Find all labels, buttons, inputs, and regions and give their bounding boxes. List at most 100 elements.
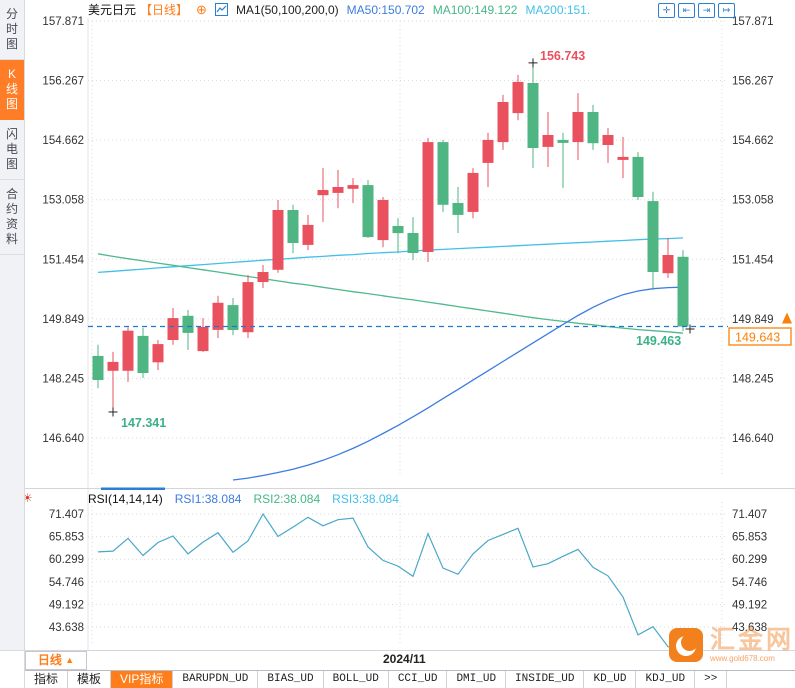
candle-body [527, 83, 539, 148]
axis-scale-left-icon[interactable]: ⇤ [678, 3, 695, 18]
price-axis-label-left: 154.662 [42, 135, 84, 147]
tab-cci-ud[interactable]: CCI_UD [389, 671, 448, 688]
tab-kdj-ud[interactable]: KDJ_UD [636, 671, 696, 688]
tab-dmi-ud[interactable]: DMI_UD [447, 671, 507, 688]
candle-body [287, 210, 299, 243]
rsi-axis-label-right: 60.299 [732, 554, 767, 566]
candle-body [152, 344, 164, 363]
indicator-tabbar: 指标 模板 VIP指标 BARUPDN_UD BIAS_UD BOLL_UD C… [25, 670, 795, 688]
tab-bias-ud[interactable]: BIAS_UD [258, 671, 324, 688]
price-arrow-icon [782, 312, 792, 324]
candle-body [377, 200, 389, 241]
sidebar-item-timeshare-chart[interactable]: 分时图 [0, 0, 24, 60]
candle-body [182, 315, 194, 333]
candle-body [482, 139, 494, 163]
rsi2-value-label: RSI2:38.084 [253, 492, 321, 506]
site-logo: 汇金网 www.gold678.com [668, 627, 794, 663]
rsi-settings-label: RSI(14,14,14) [88, 492, 163, 506]
tab-inside-ud[interactable]: INSIDE_UD [506, 671, 585, 688]
candle-body [347, 185, 359, 189]
move-chart-icon[interactable]: ✛ [658, 3, 675, 18]
current-price-tag [728, 327, 792, 346]
ma50-value-label: MA50:150.702 [346, 2, 425, 17]
symbol-title: 美元日元 [88, 3, 137, 17]
tab-boll-ud[interactable]: BOLL_UD [324, 671, 389, 688]
sidebar-item-contract-info[interactable]: 合约资料 [0, 180, 24, 255]
candle-body [602, 135, 614, 145]
tab-more[interactable]: >> [695, 671, 728, 688]
x-axis-date-label: 2024/11 [383, 652, 426, 666]
candle-body [272, 210, 284, 270]
candle-body [497, 102, 509, 143]
candle-body [107, 361, 119, 371]
price-axis-label-left: 156.267 [42, 76, 84, 88]
rsi-axis-label-left: 43.638 [49, 622, 84, 634]
price-axis-label-right: 148.245 [732, 373, 774, 385]
tab-kd-ud[interactable]: KD_UD [584, 671, 637, 688]
candle-body [257, 272, 269, 282]
candle-body [242, 282, 254, 333]
sidebar-item-kline-chart[interactable]: K线图 [0, 60, 24, 120]
candle-body [452, 203, 464, 215]
rsi1-value-label: RSI1:38.084 [174, 492, 242, 506]
expand-icon[interactable]: ⊕ [196, 2, 207, 17]
price-axis-label-right: 146.640 [732, 433, 774, 445]
price-axis-label-right: 156.267 [732, 76, 774, 88]
price-axis-label-left: 151.454 [42, 254, 84, 266]
candle-body [677, 256, 689, 327]
candle-body [332, 187, 344, 193]
price-axis-label-right: 149.849 [732, 314, 774, 326]
rsi-axis-label-right: 49.192 [732, 599, 767, 611]
candle-body [587, 112, 599, 144]
tab-indicators[interactable]: 指标 [25, 671, 69, 688]
ma200-value-label: MA200:151. [525, 2, 591, 17]
candle-body [632, 156, 644, 197]
price-axis-label-right: 154.662 [732, 135, 774, 147]
price-axis-label-left: 146.640 [42, 433, 84, 445]
ma100-value-label: MA100:149.122 [432, 2, 518, 17]
logo-icon [669, 628, 703, 662]
tab-vip-indicators[interactable]: VIP指标 [111, 671, 174, 688]
candle-body [137, 335, 149, 373]
candle-body [197, 327, 209, 352]
candle-body [362, 185, 374, 238]
ma100-end-annotation: 149.463 [636, 334, 681, 348]
sidebar-item-lightning-chart[interactable]: 闪电图 [0, 120, 24, 180]
rsi-axis-label-right: 43.638 [732, 622, 767, 634]
kline-indicator-icon[interactable] [214, 3, 228, 16]
rsi-axis-label-left: 65.853 [49, 532, 84, 544]
panel-resize-handle[interactable] [101, 487, 165, 491]
candle-body [122, 330, 134, 371]
sidebar-item-label: 闪电图 [5, 127, 18, 171]
tab-templates[interactable]: 模板 [68, 671, 112, 688]
pop-out-icon[interactable]: ↦ [718, 3, 735, 18]
candle-body [647, 201, 659, 272]
candle-body [437, 142, 449, 205]
rsi-axis-label-right: 65.853 [732, 532, 767, 544]
candle-body [422, 142, 434, 252]
candle-body [617, 156, 629, 160]
rsi-axis-label-left: 60.299 [49, 554, 84, 566]
rsi-axis-label-right: 54.746 [732, 577, 767, 589]
current-price-tag-value: 149.643 [735, 331, 780, 345]
logo-url: www.gold678.com [710, 653, 775, 663]
axis-scale-right-icon[interactable]: ⇥ [698, 3, 715, 18]
chart-header: 美元日元 【日线】 ⊕ MA1(50,100,200,0) MA50:150.7… [88, 0, 590, 19]
rsi-axis-label-left: 49.192 [49, 599, 84, 611]
price-axis-label-left: 148.245 [42, 373, 84, 385]
tab-barupdn-ud[interactable]: BARUPDN_UD [173, 671, 259, 688]
rsi-axis-label-left: 54.746 [49, 577, 84, 589]
price-axis-label-right: 153.058 [732, 195, 774, 207]
price-axis-label-left: 149.849 [42, 314, 84, 326]
price-axis-label-right: 151.454 [732, 254, 774, 266]
candle-body [512, 81, 524, 114]
period-badge[interactable]: 【日线】 [140, 3, 189, 17]
candle-body [392, 226, 404, 234]
candle-body [662, 255, 674, 274]
candle-body [92, 355, 104, 380]
sidebar-bottom-corner [0, 650, 24, 688]
timeframe-selector[interactable]: 日线 ▲ [25, 651, 87, 670]
indicator-settings-icon[interactable]: ☀ [22, 491, 33, 505]
